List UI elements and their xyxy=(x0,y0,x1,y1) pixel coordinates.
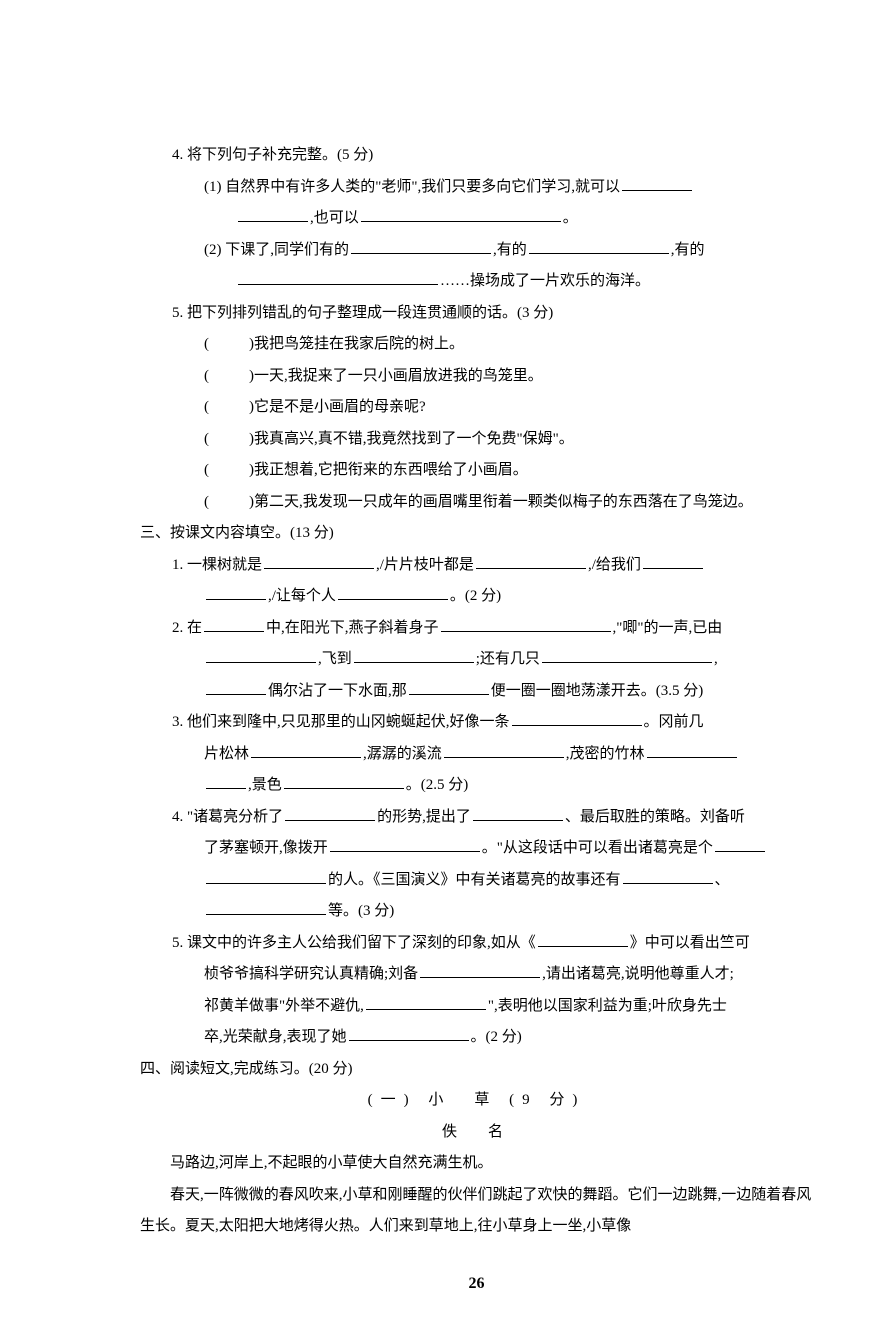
blank[interactable] xyxy=(206,583,266,601)
q5-e: ()我正想着,它把衔来的东西喂给了小画眉。 xyxy=(140,455,813,487)
blank[interactable] xyxy=(542,646,712,664)
s3-q3-l3: ,景色。(2.5 分) xyxy=(140,770,813,802)
blank[interactable] xyxy=(409,677,489,695)
s3-q2-l2: ,飞到;还有几只, xyxy=(140,644,813,676)
q4-2-d: ……操场成了一片欢乐的海洋。 xyxy=(440,273,650,289)
blank[interactable] xyxy=(441,614,611,632)
q4-1-line1: (1) 自然界中有许多人类的"老师",我们只要多向它们学习,就可以 xyxy=(140,172,813,204)
page-number: 26 xyxy=(140,1267,813,1301)
blank[interactable] xyxy=(338,583,448,601)
blank[interactable] xyxy=(349,1024,469,1042)
blank[interactable] xyxy=(206,866,326,884)
blank[interactable] xyxy=(206,772,246,790)
blank[interactable] xyxy=(715,835,765,853)
blank[interactable] xyxy=(238,268,438,286)
blank[interactable] xyxy=(206,677,266,695)
q5-f: ()第二天,我发现一只成年的画眉嘴里衔着一颗类似梅子的东西落在了鸟笼边。 xyxy=(140,487,813,519)
blank[interactable] xyxy=(538,929,628,947)
q4-1-a: (1) 自然界中有许多人类的"老师",我们只要多向它们学习,就可以 xyxy=(204,179,620,195)
blank[interactable] xyxy=(206,898,326,916)
section-4-head: 四、阅读短文,完成练习。(20 分) xyxy=(140,1054,813,1086)
blank[interactable] xyxy=(206,646,316,664)
passage-title: (一) 小 草 (9 分) xyxy=(140,1085,813,1117)
s3-q1-l1: 1. 一棵树就是,/片片枝叶都是,/给我们 xyxy=(140,550,813,582)
blank[interactable] xyxy=(238,205,308,223)
q4-stem: 4. 将下列句子补充完整。(5 分) xyxy=(140,140,813,172)
s3-q5-l3: 祁黄羊做事"外举不避仇,",表明他以国家利益为重;叶欣身先士 xyxy=(140,991,813,1023)
blank[interactable] xyxy=(264,551,374,569)
q4-2-line2: ……操场成了一片欢乐的海洋。 xyxy=(140,266,813,298)
blank[interactable] xyxy=(476,551,586,569)
s3-q3-l2: 片松林,潺潺的溪流,茂密的竹林 xyxy=(140,739,813,771)
q5-a: ()我把鸟笼挂在我家后院的树上。 xyxy=(140,329,813,361)
q5-b: ()一天,我捉来了一只小画眉放进我的鸟笼里。 xyxy=(140,361,813,393)
blank[interactable] xyxy=(351,236,491,254)
blank[interactable] xyxy=(366,992,486,1010)
section-3-head: 三、按课文内容填空。(13 分) xyxy=(140,518,813,550)
blank[interactable] xyxy=(643,551,703,569)
q4-1-c: 。 xyxy=(563,210,578,226)
blank[interactable] xyxy=(284,772,404,790)
blank[interactable] xyxy=(330,835,480,853)
passage-p2: 春天,一阵微微的春风吹来,小草和刚睡醒的伙伴们跳起了欢快的舞蹈。它们一边跳舞,一… xyxy=(140,1180,813,1243)
s3-q4-l1: 4. "诸葛亮分析了的形势,提出了、最后取胜的策略。刘备听 xyxy=(140,802,813,834)
s3-q4-l4: 等。(3 分) xyxy=(140,896,813,928)
s3-q4-l2: 了茅塞顿开,像拨开。"从这段话中可以看出诸葛亮是个 xyxy=(140,833,813,865)
s3-q2-l1: 2. 在中,在阳光下,燕子斜着身子,"唧"的一声,已由 xyxy=(140,613,813,645)
blank[interactable] xyxy=(285,803,375,821)
s3-q5-l4: 卒,光荣献身,表现了她。(2 分) xyxy=(140,1022,813,1054)
s3-q1-l2: ,/让每个人。(2 分) xyxy=(140,581,813,613)
blank[interactable] xyxy=(420,961,540,979)
blank[interactable] xyxy=(622,173,692,191)
q5-stem: 5. 把下列排列错乱的句子整理成一段连贯通顺的话。(3 分) xyxy=(140,298,813,330)
blank[interactable] xyxy=(361,205,561,223)
q4-2-a: (2) 下课了,同学们有的 xyxy=(204,242,349,258)
s3-q2-l3: 偶尔沾了一下水面,那便一圈一圈地荡漾开去。(3.5 分) xyxy=(140,676,813,708)
blank[interactable] xyxy=(512,709,642,727)
blank[interactable] xyxy=(444,740,564,758)
s3-q3-l1: 3. 他们来到隆中,只见那里的山冈蜿蜒起伏,好像一条。冈前几 xyxy=(140,707,813,739)
s3-q4-l3: 的人。《三国演义》中有关诸葛亮的故事还有、 xyxy=(140,865,813,897)
q4-2-b: ,有的 xyxy=(493,242,527,258)
q4-2-line1: (2) 下课了,同学们有的 ,有的 ,有的 xyxy=(140,235,813,267)
q4-1-b: ,也可以 xyxy=(310,210,359,226)
blank[interactable] xyxy=(473,803,563,821)
blank[interactable] xyxy=(647,740,737,758)
blank[interactable] xyxy=(529,236,669,254)
passage-author: 佚 名 xyxy=(140,1117,813,1149)
passage-p1: 马路边,河岸上,不起眼的小草使大自然充满生机。 xyxy=(140,1148,813,1180)
s3-q5-l2: 桢爷爷搞科学研究认真精确;刘备,请出诸葛亮,说明他尊重人才; xyxy=(140,959,813,991)
q4-2-c: ,有的 xyxy=(671,242,705,258)
q5-c: ()它是不是小画眉的母亲呢? xyxy=(140,392,813,424)
blank[interactable] xyxy=(251,740,361,758)
blank[interactable] xyxy=(623,866,713,884)
q4-1-line2: ,也可以 。 xyxy=(140,203,813,235)
blank[interactable] xyxy=(354,646,474,664)
blank[interactable] xyxy=(204,614,264,632)
q5-d: ()我真高兴,真不错,我竟然找到了一个免费"保姆"。 xyxy=(140,424,813,456)
s3-q5-l1: 5. 课文中的许多主人公给我们留下了深刻的印象,如从《》中可以看出竺可 xyxy=(140,928,813,960)
